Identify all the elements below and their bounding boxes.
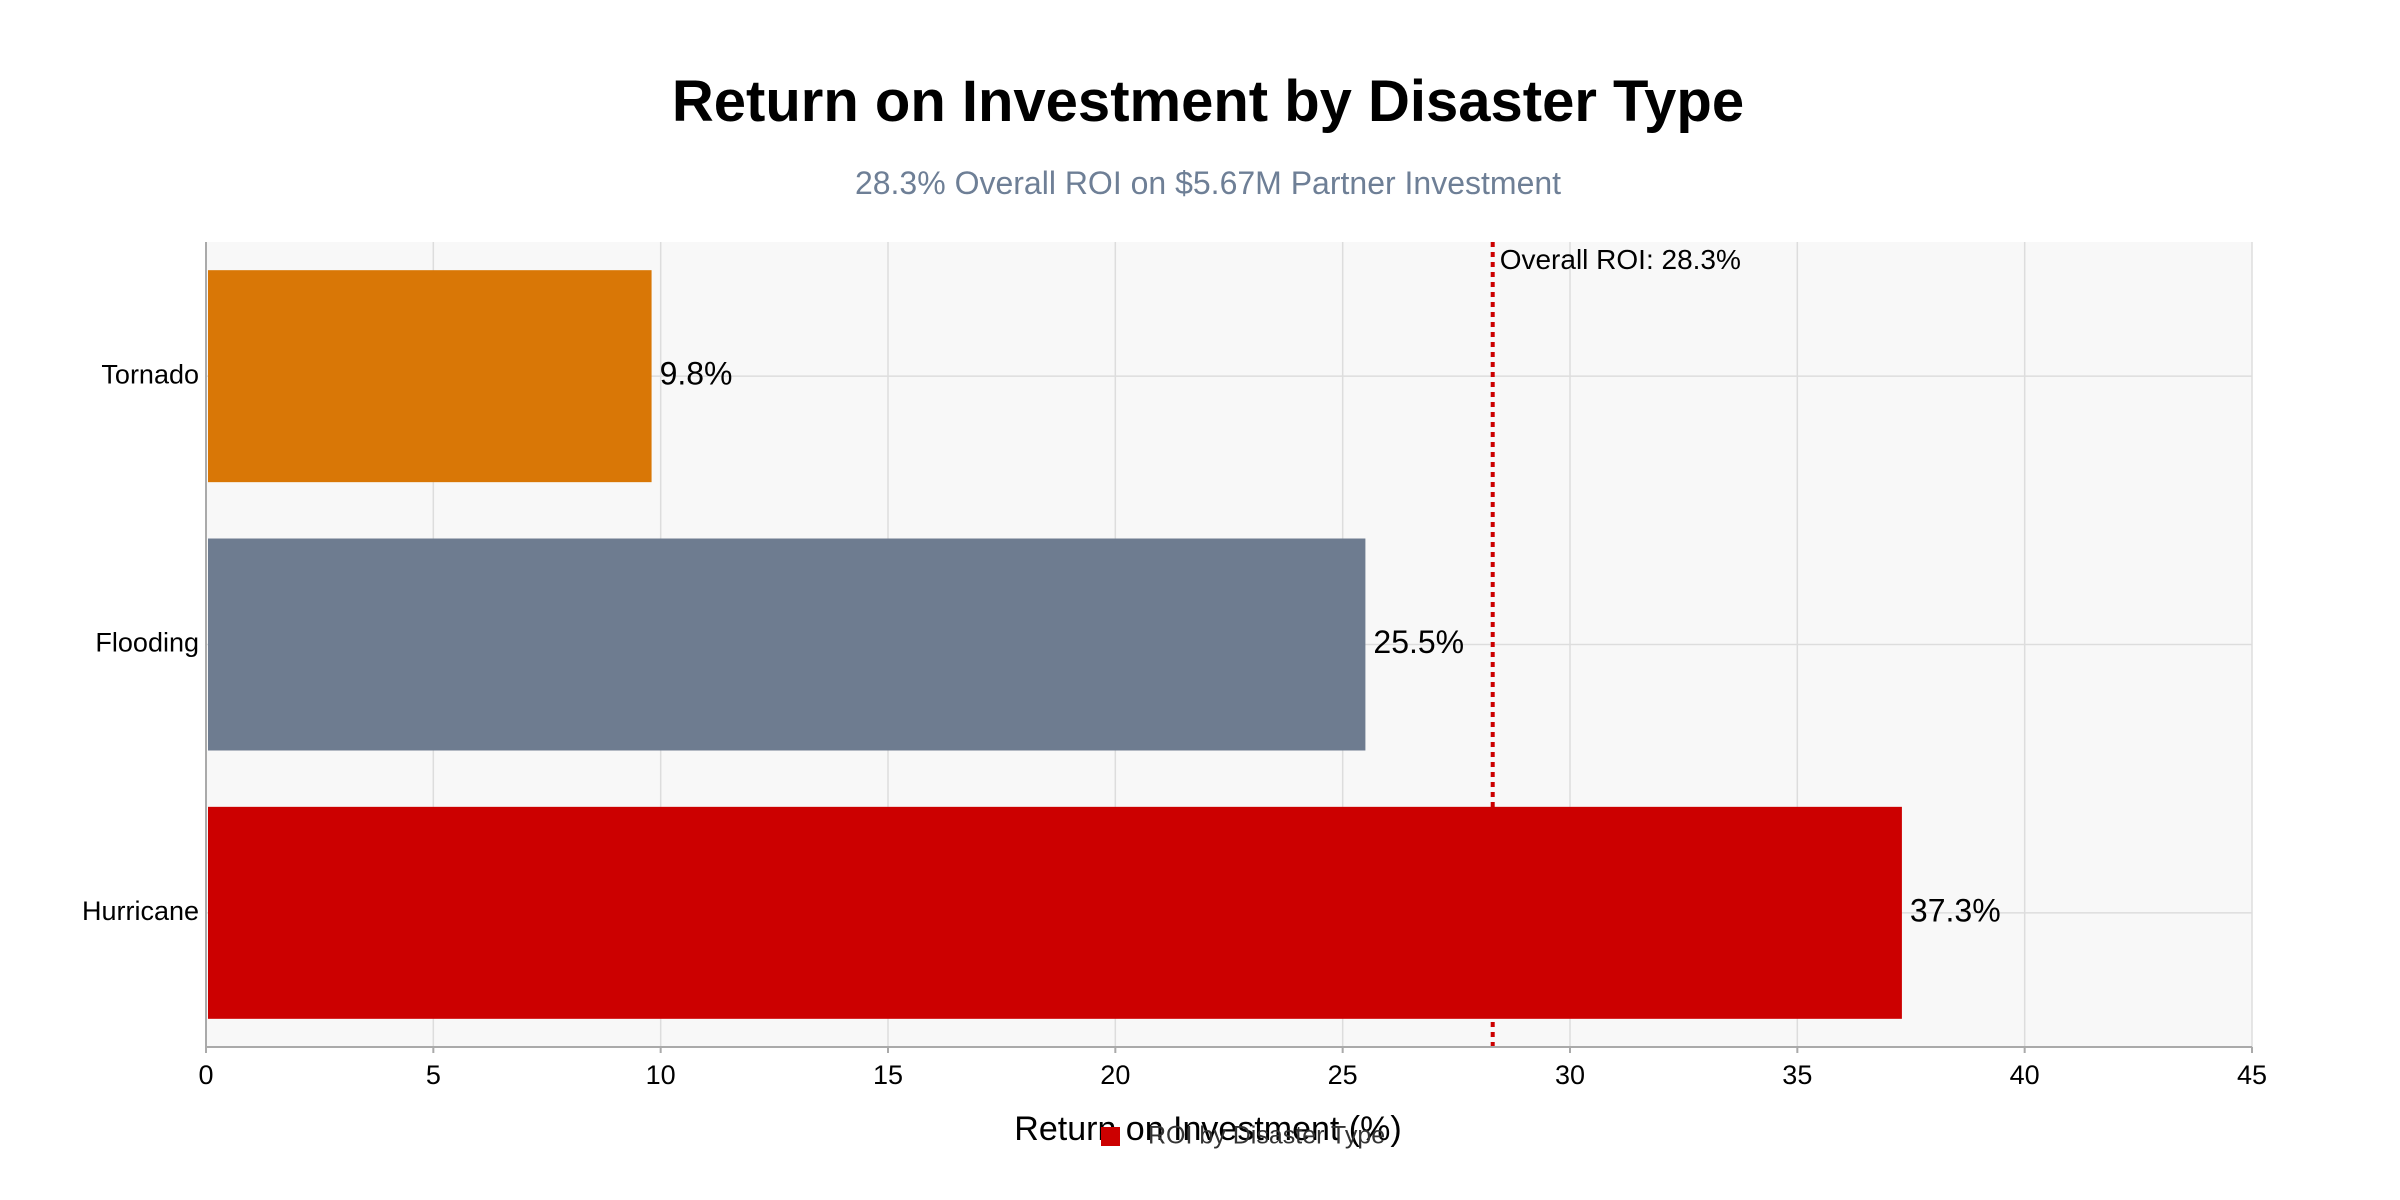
bar-flooding [208, 538, 1366, 751]
legend: ROI by Disaster Type [1101, 1122, 1385, 1150]
x-tick-labels: 0 5 10 15 20 25 30 35 40 45 [198, 1047, 2267, 1090]
x-axis-title: Return on Investment (%) [1014, 1110, 1401, 1148]
value-label-flooding: 25.5% [1373, 624, 1464, 660]
x-tick-label: 20 [1100, 1060, 1130, 1090]
x-tick-label: 40 [2010, 1060, 2040, 1090]
x-tick-label: 35 [1782, 1060, 1812, 1090]
category-labels: Hurricane Flooding Tornado [82, 359, 199, 926]
category-label-hurricane: Hurricane [82, 896, 199, 926]
legend-label: ROI by Disaster Type [1148, 1122, 1385, 1150]
value-label-tornado: 9.8% [660, 356, 733, 392]
axes [205, 242, 2252, 1048]
reference-line-label: Overall ROI: 28.3% [1500, 244, 1741, 275]
legend-swatch [1101, 1127, 1120, 1146]
chart-title: Return on Investment by Disaster Type [672, 69, 1744, 134]
x-tick-label: 30 [1555, 1060, 1585, 1090]
x-tick-label: 25 [1328, 1060, 1358, 1090]
x-tick-label: 5 [426, 1060, 441, 1090]
chart-subtitle: 28.3% Overall ROI on $5.67M Partner Inve… [855, 165, 1561, 201]
category-label-flooding: Flooding [95, 628, 199, 658]
bars [208, 270, 1902, 1019]
x-tick-label: 10 [646, 1060, 676, 1090]
bar-hurricane [208, 806, 1902, 1019]
x-tick-label: 15 [873, 1060, 903, 1090]
reference-line-group: Overall ROI: 28.3% [1490, 242, 1741, 1047]
category-label-tornado: Tornado [101, 359, 199, 389]
value-labels: 37.3% 25.5% 9.8% [660, 356, 2001, 929]
x-tick-label: 0 [198, 1060, 213, 1090]
bar-tornado [208, 270, 652, 483]
value-label-hurricane: 37.3% [1910, 892, 2001, 928]
x-tick-label: 45 [2237, 1060, 2267, 1090]
